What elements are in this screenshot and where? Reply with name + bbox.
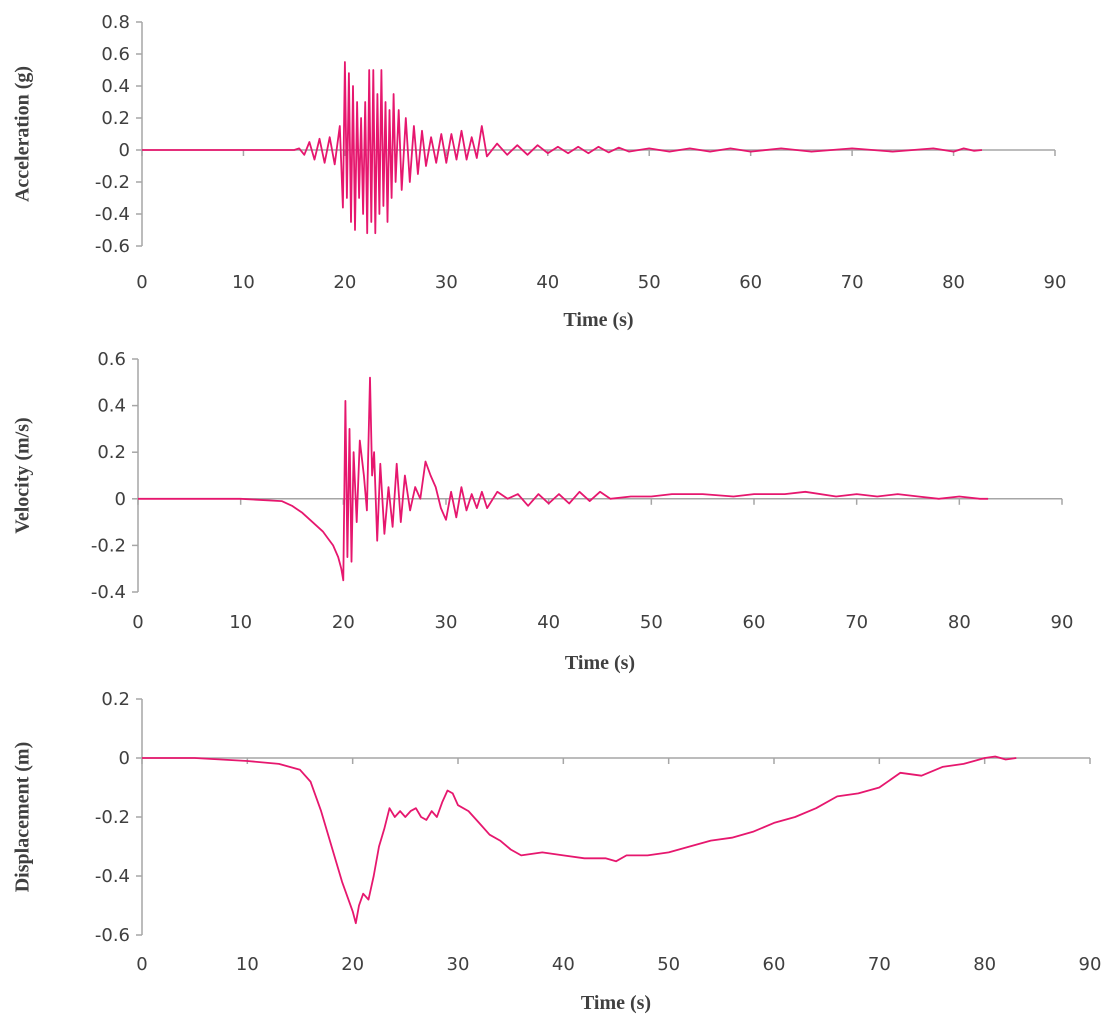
disp-x-tick-label: 40 <box>552 954 575 975</box>
accel-x-tick-label: 70 <box>841 272 864 293</box>
vel-y-tick-label: 0.2 <box>97 442 126 463</box>
vel-x-tick-label: 10 <box>229 612 252 633</box>
accel-y-axis-title: Acceleration (g) <box>12 66 34 202</box>
accel-x-tick-label: 60 <box>739 272 762 293</box>
accel-series-line <box>142 61 983 235</box>
accel-y-tick-label: -0.2 <box>95 172 130 193</box>
vel-series-line <box>138 376 989 582</box>
vel-x-tick-label: 30 <box>435 612 458 633</box>
disp-y-tick-label: 0.2 <box>101 689 130 710</box>
disp-y-tick-label: 0 <box>119 748 130 769</box>
accel-y-tick-label: 0 <box>119 140 130 161</box>
vel-x-tick-label: 70 <box>845 612 868 633</box>
accel-y-tick-label: 0.8 <box>101 12 130 33</box>
disp-x-tick-label: 20 <box>341 954 364 975</box>
disp-x-tick-label: 10 <box>236 954 259 975</box>
vel-x-tick-label: 50 <box>640 612 663 633</box>
vel-y-axis-title: Velocity (m/s) <box>12 417 34 533</box>
velocity-chart: -0.4 -0.2 0 0.2 0.4 0.6 0 10 20 30 40 50 60 70 80 90 Tim… <box>12 349 1074 674</box>
acceleration-chart: -0.6 -0.4 -0.2 0 0.2 0.4 0.6 0.8 0 10 20 30 40 50 60 70… <box>12 12 1067 331</box>
disp-x-tick-label: 30 <box>447 954 470 975</box>
accel-x-tick-label: 80 <box>942 272 965 293</box>
accel-y-tick-label: 0.4 <box>101 76 130 97</box>
disp-x-tick-label: 90 <box>1079 954 1102 975</box>
disp-y-tick-label: -0.6 <box>95 925 130 946</box>
accel-y-tick-label: -0.6 <box>95 236 130 257</box>
accel-x-tick-label: 30 <box>435 272 458 293</box>
disp-x-tick-label: 50 <box>657 954 680 975</box>
disp-y-tick-label: -0.2 <box>95 807 130 828</box>
accel-y-tick-label: 0.2 <box>101 108 130 129</box>
vel-x-tick-label: 20 <box>332 612 355 633</box>
vel-y-tick-label: 0.6 <box>97 349 126 370</box>
accel-x-tick-label: 50 <box>638 272 661 293</box>
vel-x-tick-label: 80 <box>948 612 971 633</box>
vel-x-tick-label: 90 <box>1051 612 1074 633</box>
disp-y-tick-label: -0.4 <box>95 866 130 887</box>
disp-x-axis-title: Time (s) <box>581 992 651 1014</box>
accel-y-tick-label: -0.4 <box>95 204 130 225</box>
disp-x-tick-label: 80 <box>973 954 996 975</box>
disp-x-tick-label: 60 <box>763 954 786 975</box>
vel-y-tick-label: -0.2 <box>91 535 126 556</box>
disp-x-tick-label: 0 <box>136 954 147 975</box>
vel-x-tick-label: 0 <box>132 612 143 633</box>
vel-y-tick-label: 0 <box>115 489 126 510</box>
vel-x-tick-label: 40 <box>537 612 560 633</box>
disp-series-line <box>142 755 1017 925</box>
vel-x-axis-title: Time (s) <box>565 652 635 674</box>
accel-x-tick-label: 20 <box>333 272 356 293</box>
vel-x-tick-label: 60 <box>743 612 766 633</box>
accel-x-tick-label: 90 <box>1044 272 1067 293</box>
vel-y-tick-label: 0.4 <box>97 396 126 417</box>
vel-y-tick-label: -0.4 <box>91 582 126 603</box>
disp-y-axis-title: Displacement (m) <box>12 742 34 893</box>
accel-x-tick-label: 40 <box>536 272 559 293</box>
disp-x-tick-label: 70 <box>868 954 891 975</box>
accel-x-tick-label: 10 <box>232 272 255 293</box>
displacement-chart: -0.6 -0.4 -0.2 0 0.2 0 10 20 30 40 50 60 70 80 90 Time … <box>12 689 1102 1014</box>
accel-x-tick-label: 0 <box>136 272 147 293</box>
accel-y-tick-label: 0.6 <box>101 44 130 65</box>
accel-x-axis-title: Time (s) <box>563 309 633 331</box>
